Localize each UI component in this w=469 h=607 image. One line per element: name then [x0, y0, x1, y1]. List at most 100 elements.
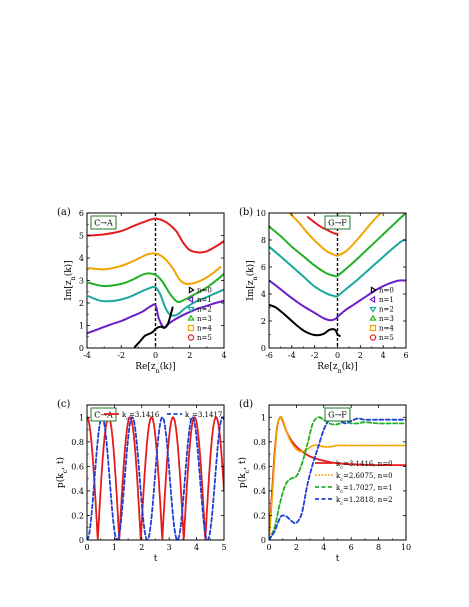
y-tick-label: 0 [261, 536, 266, 545]
x-tick-label: 3 [167, 543, 172, 552]
x-tick-label: 8 [376, 543, 381, 552]
legend-entry: n=1 [379, 296, 394, 304]
x-tick-label: -2 [311, 351, 319, 360]
y-tick-label: 0.8 [253, 438, 266, 447]
legend-marker [369, 295, 376, 304]
plot-area [87, 213, 224, 348]
legend-entry: n=3 [197, 315, 212, 323]
tag-box [90, 215, 117, 230]
legend-entry: n=5 [197, 334, 212, 342]
x-tick-label: 4 [194, 543, 199, 552]
y-tick-label: 0 [261, 344, 266, 353]
x-tick-label: 1 [112, 543, 117, 552]
x-tick-label: 0 [153, 351, 158, 360]
x-tick-label: 0 [84, 543, 89, 552]
tag-label: C→A [94, 411, 113, 420]
y-tick-label: 0.2 [253, 511, 266, 520]
series-b-n-3 [269, 213, 406, 278]
legend-entry: n=2 [197, 306, 212, 314]
series-a-n-3 [87, 272, 224, 304]
tag-box [324, 215, 351, 230]
x-tick-label: 6 [403, 351, 408, 360]
y-tick-label: 4 [79, 254, 84, 263]
legend-entry: n=5 [379, 334, 394, 342]
y-tick-label: 8 [261, 236, 266, 245]
tag-label: G→F [328, 219, 347, 228]
y-tick-label: 0.6 [71, 462, 84, 471]
legend-marker [188, 286, 195, 294]
panel-label: (b) [239, 207, 253, 218]
legend-marker [187, 306, 195, 313]
y-tick-label: 6 [79, 209, 84, 218]
legend-marker [369, 314, 377, 321]
x-tick-label: 10 [401, 543, 411, 552]
legend-marker [187, 314, 195, 321]
y-tick-label: 6 [261, 263, 266, 272]
legend-marker [369, 324, 377, 332]
legend-marker [187, 324, 195, 332]
series-d-k-c-1-2818-n-2 [269, 416, 406, 540]
series-a-n-0 [133, 306, 174, 348]
y-axis-label: p(kc, t) [55, 457, 69, 488]
legend-entry: n=3 [379, 315, 394, 323]
legend-entry: kc=1.7027, n=1 [336, 484, 393, 495]
legend-entry: n=4 [379, 325, 394, 333]
panel-label: (d) [239, 399, 253, 410]
panel-label: (a) [57, 207, 71, 218]
legend-marker [369, 306, 377, 313]
legend-marker [369, 334, 377, 341]
x-tick-label: 4 [381, 351, 386, 360]
series-a-n-4 [87, 252, 222, 286]
series-b-n-4 [288, 213, 382, 257]
legend-entry: kc=2.6075, n=0 [336, 472, 393, 483]
x-tick-label: 2 [294, 543, 299, 552]
legend-entry: n=4 [197, 325, 212, 333]
series-b-n-0 [269, 303, 341, 337]
series-d-k-c-2-6075-n-0 [269, 415, 406, 540]
x-tick-label: -4 [83, 351, 91, 360]
y-tick-label: 1 [79, 413, 84, 422]
x-tick-label: 5 [221, 543, 226, 552]
y-tick-label: 0.4 [71, 487, 84, 496]
legend-entry: n=2 [379, 306, 394, 314]
x-axis-label: t [336, 554, 340, 564]
y-tick-label: 5 [79, 232, 84, 241]
y-axis-label: p(kc, t) [237, 457, 251, 488]
x-tick-label: -6 [265, 351, 273, 360]
y-tick-label: 0 [79, 344, 84, 353]
series-a-n-1 [87, 299, 224, 335]
x-tick-label: 6 [349, 543, 354, 552]
y-tick-label: 1 [261, 413, 266, 422]
x-tick-label: 4 [321, 543, 326, 552]
tag-label: C→A [94, 219, 113, 228]
series-b-n-1 [269, 279, 406, 322]
series-a-n-5 [87, 217, 224, 254]
series-c-k-c-3-1417 [87, 416, 224, 540]
x-axis-label: Re[zn(k)] [135, 361, 175, 375]
legend-entry: n=0 [379, 287, 394, 295]
panel-label: (c) [57, 399, 71, 410]
y-axis-label: Im[zn(k)] [63, 260, 77, 300]
x-tick-label: 4 [221, 351, 226, 360]
legend-marker [187, 334, 195, 341]
plot-area [87, 416, 224, 540]
legend-entry: n=0 [197, 287, 212, 295]
x-axis-label: t [154, 554, 158, 564]
y-axis-label: Im[zn(k)] [245, 260, 259, 300]
x-axis-label: Re[zn(k)] [317, 361, 357, 375]
x-tick-label: 0 [335, 351, 340, 360]
series-a-n-2 [87, 285, 224, 317]
legend-entry: n=1 [197, 296, 212, 304]
x-tick-label: 2 [139, 543, 144, 552]
legend-marker [187, 295, 194, 304]
y-tick-label: 2 [79, 299, 84, 308]
legend-marker [370, 286, 377, 294]
y-tick-label: 10 [256, 209, 266, 218]
y-tick-label: 0.8 [71, 438, 84, 447]
legend-entry: kc=3.1416 [122, 411, 160, 422]
panel-b: -6 -4 -2 0 2 4 6 0 2 4 6 8 10 Re[zn(k)] Im[zn(k)] (b) G→… [239, 207, 409, 375]
x-tick-label: -2 [117, 351, 125, 360]
series-b-n-2 [269, 239, 406, 298]
legend-entry: kc=3.1416, n=0 [336, 460, 393, 471]
